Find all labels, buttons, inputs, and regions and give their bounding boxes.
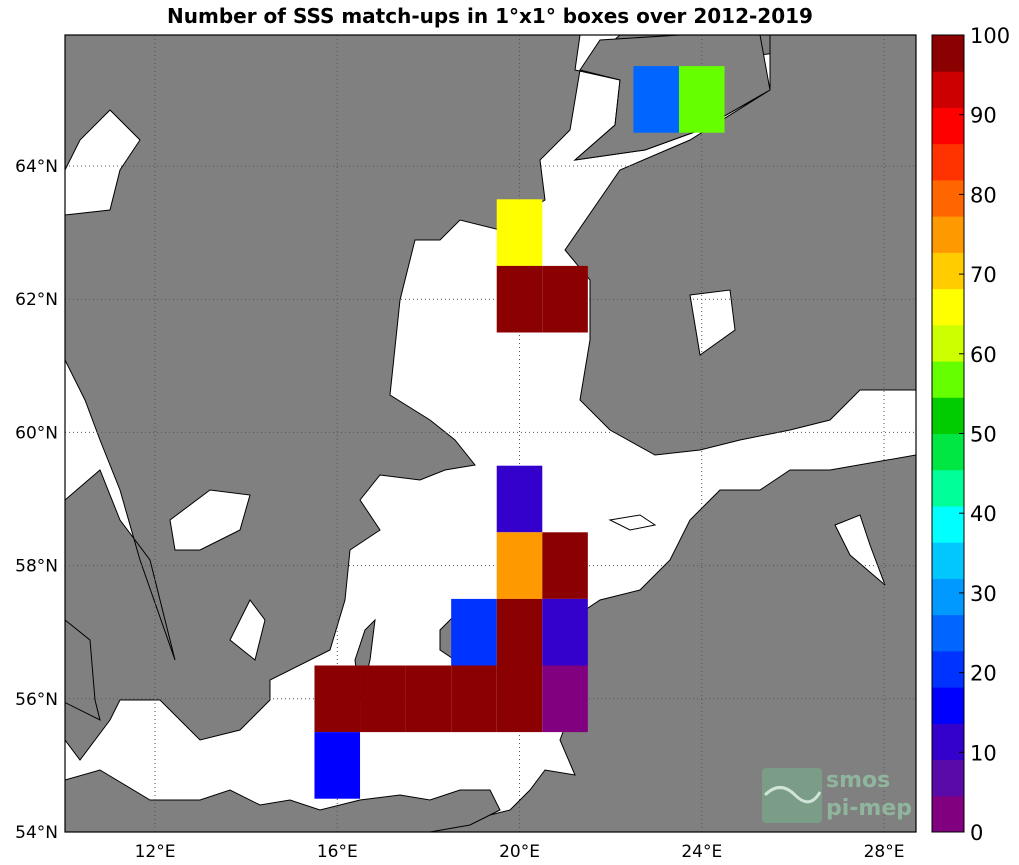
colorbar-swatch	[932, 759, 964, 797]
colorbar-swatch	[932, 795, 964, 833]
colorbar-swatch	[932, 143, 964, 181]
match-up-cell	[360, 665, 406, 733]
colorbar-tick-label: 60	[970, 343, 997, 367]
match-up-cell	[542, 665, 588, 733]
match-up-cell	[633, 66, 679, 133]
lake-ladoga	[834, 514, 886, 586]
colorbar-swatch	[932, 723, 964, 761]
colorbar-swatch	[932, 35, 964, 72]
smos-pi-mep-logo: smos pi-mep	[762, 768, 912, 823]
colorbar-tick-label: 20	[970, 662, 997, 686]
lake-finland	[689, 289, 736, 356]
colorbar-swatch	[932, 216, 964, 253]
latitude-tick-labels: 54°N 56°N 58°N 60°N 62°N 64°N	[15, 157, 58, 843]
colorbar-tick-label: 10	[970, 741, 997, 765]
lon-tick-label: 16°E	[317, 842, 358, 862]
match-up-cell	[405, 665, 452, 733]
match-up-cell	[496, 265, 543, 333]
colorbar-swatch	[932, 542, 964, 579]
colorbar-swatch	[932, 505, 964, 543]
land-south-coast	[65, 769, 501, 832]
logo-text-line2: pi-mep	[826, 796, 912, 821]
map-title: Number of SSS match-ups in 1°x1° boxes o…	[167, 4, 813, 28]
colorbar	[931, 34, 965, 833]
lat-tick-label: 60°N	[15, 423, 58, 443]
colorbar-swatch	[932, 361, 964, 398]
land-masses	[65, 35, 916, 832]
colorbar-tick-labels: 0 10 20 30 40 50 60 70 80 90 100	[959, 24, 1010, 845]
lon-tick-label: 20°E	[499, 842, 540, 862]
match-up-cell	[542, 532, 588, 599]
match-up-cells	[314, 66, 725, 799]
lake-vanern	[169, 489, 251, 551]
colorbar-swatch	[932, 469, 964, 507]
colorbar-swatch	[932, 650, 964, 688]
colorbar-swatch	[932, 433, 964, 471]
colorbar-tick-label: 40	[970, 502, 997, 526]
match-up-cell	[496, 199, 543, 266]
logo-mark	[762, 768, 822, 823]
lat-tick-label: 58°N	[15, 557, 58, 577]
colorbar-tick-label: 70	[970, 263, 997, 287]
match-up-cell	[496, 465, 543, 533]
inland-water	[169, 289, 886, 661]
gulf-riga	[608, 514, 657, 531]
colorbar-swatch	[932, 397, 964, 434]
match-up-cell	[451, 598, 497, 666]
colorbar-swatch	[932, 614, 964, 652]
lon-tick-label: 24°E	[681, 842, 722, 862]
colorbar-tick-label: 100	[970, 24, 1010, 48]
match-up-cell	[496, 532, 543, 599]
lake-vattern	[229, 599, 266, 661]
match-up-cell	[542, 265, 588, 333]
colorbar-swatch	[932, 288, 964, 326]
lon-tick-label: 28°E	[864, 842, 905, 862]
match-up-cell	[496, 598, 543, 666]
match-up-cell	[678, 66, 725, 133]
colorbar-swatch	[932, 252, 964, 290]
colorbar-tick-label: 0	[970, 821, 983, 845]
colorbar-swatch	[932, 324, 964, 362]
logo-wave	[763, 786, 822, 804]
lat-tick-label: 64°N	[15, 157, 58, 177]
match-up-cell	[314, 665, 361, 733]
colorbar-tick-label: 80	[970, 183, 997, 207]
colorbar-tick-label: 30	[970, 582, 997, 606]
colorbar-tick-label: 50	[970, 423, 997, 447]
colorbar-swatch	[932, 578, 964, 616]
lat-tick-label: 56°N	[15, 690, 58, 710]
colorbar-swatch	[932, 687, 964, 724]
lon-tick-label: 12°E	[135, 842, 176, 862]
match-up-cell	[451, 665, 497, 733]
longitude-tick-labels: 12°E 16°E 20°E 24°E 28°E	[135, 842, 905, 862]
colorbar-tick-label: 90	[970, 104, 997, 128]
match-up-cell	[542, 598, 588, 666]
land-finland	[564, 35, 916, 456]
colorbar-swatch	[932, 71, 964, 108]
colorbar-swatch	[932, 179, 964, 217]
plot-frame	[64, 34, 917, 833]
lat-tick-label: 62°N	[15, 290, 58, 310]
logo-text-line1: smos	[826, 768, 890, 793]
lat-tick-label: 54°N	[15, 823, 58, 843]
match-up-cell	[314, 732, 361, 799]
colorbar-swatch	[932, 107, 964, 145]
match-up-cell	[496, 665, 543, 733]
